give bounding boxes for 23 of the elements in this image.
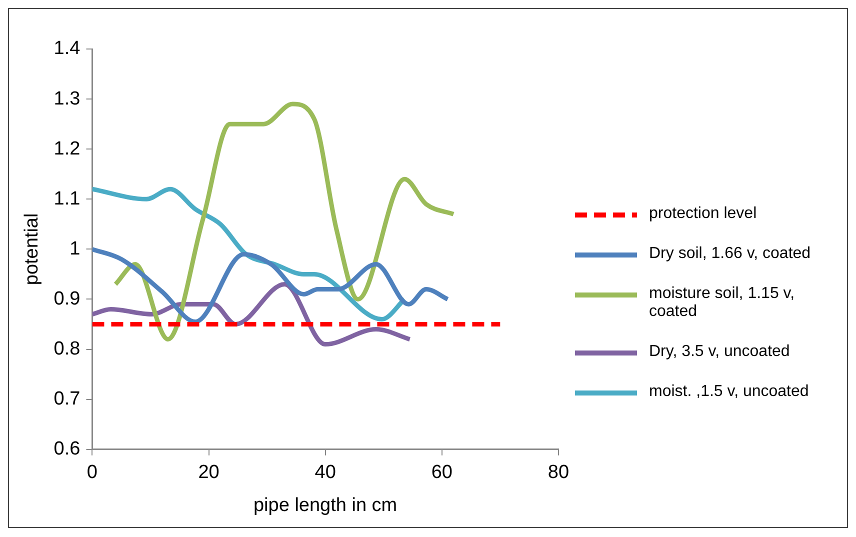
y-tick-label: 1 <box>70 238 80 260</box>
y-tick-label: 0.7 <box>54 388 80 410</box>
y-tick-label: 0.8 <box>54 338 80 360</box>
legend-label: moisture soil, 1.15 v, coated <box>649 285 796 321</box>
y-axis-title: potential <box>22 213 43 286</box>
x-tick-label: 60 <box>431 462 452 484</box>
y-tick-label: 0.9 <box>54 288 80 310</box>
y-tick-label: 0.6 <box>54 438 80 460</box>
y-tick-label: 1.2 <box>54 138 80 160</box>
y-tick-label: 1.3 <box>54 88 80 110</box>
legend-label: Dry, 3.5 v, uncoated <box>649 343 790 361</box>
x-tick-label: 80 <box>548 462 570 484</box>
x-tick-label: 0 <box>86 462 98 484</box>
y-tick-label: 1.1 <box>54 188 80 210</box>
legend-label: protection level <box>649 205 757 223</box>
x-tick-label: 40 <box>314 462 336 484</box>
line-series <box>113 102 456 342</box>
legend-label: moist. ,1.5 v, uncoated <box>649 383 809 401</box>
x-axis-title: pipe length in cm <box>253 494 398 516</box>
x-tick-label: 20 <box>198 462 220 484</box>
legend-label: Dry soil, 1.66 v, coated <box>649 245 811 263</box>
y-tick-label: 1.4 <box>54 38 81 60</box>
line-series <box>92 246 450 324</box>
